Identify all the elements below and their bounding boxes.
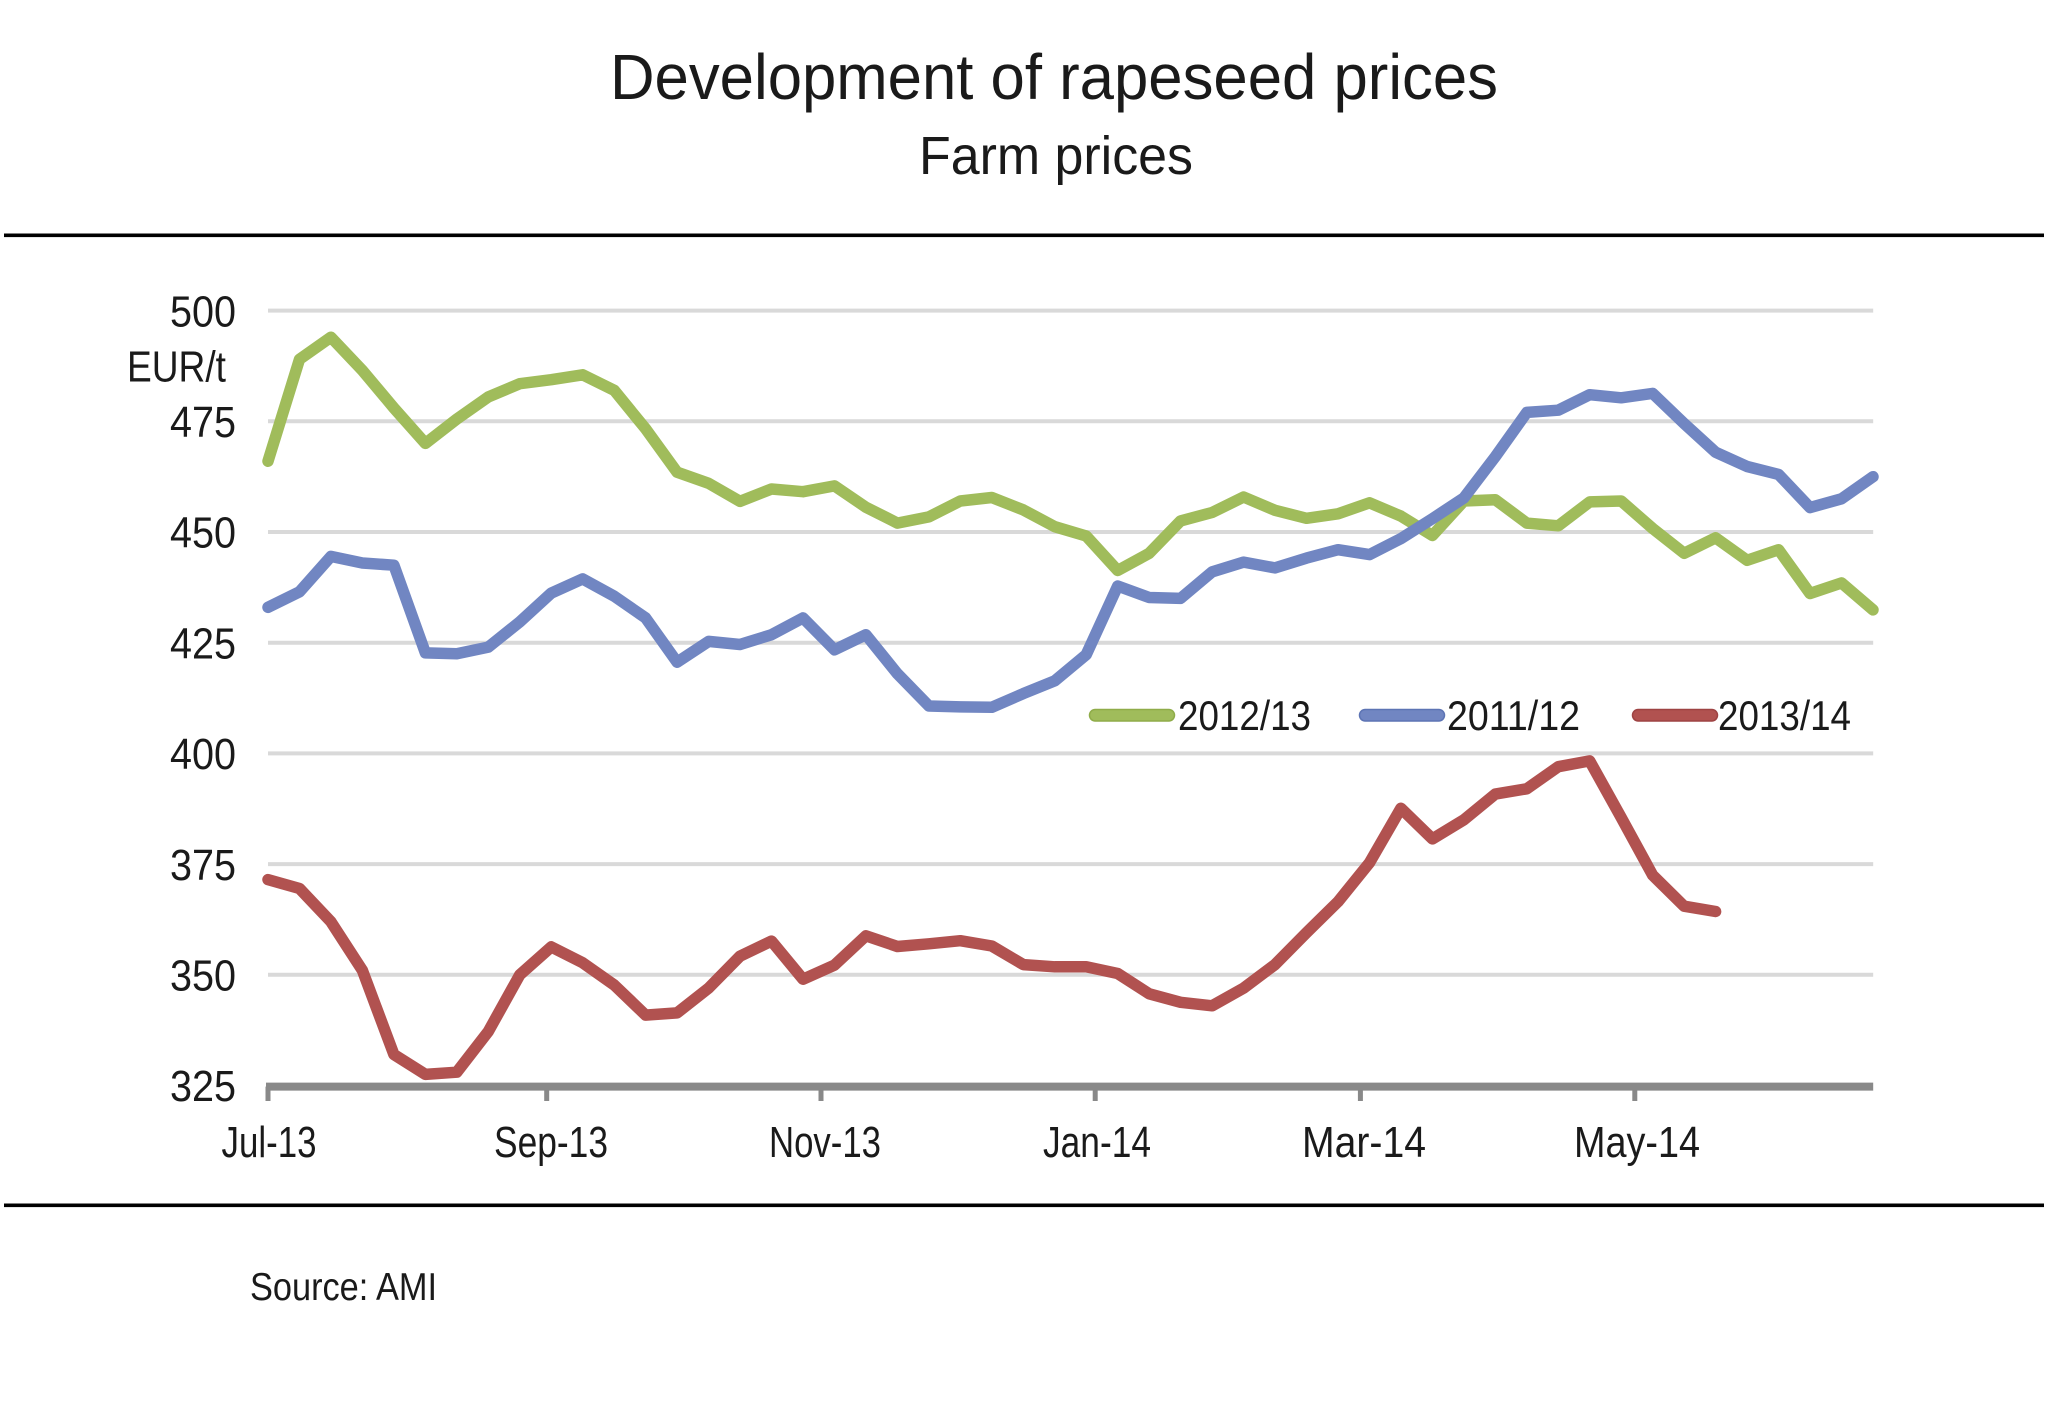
svg-text:375: 375 xyxy=(170,841,236,890)
svg-text:Jan-14: Jan-14 xyxy=(1043,1118,1151,1167)
svg-text:EUR/t: EUR/t xyxy=(127,343,226,392)
svg-text:2012/13: 2012/13 xyxy=(1178,692,1311,739)
svg-text:Development of rapeseed prices: Development of rapeseed prices xyxy=(610,41,1498,113)
svg-text:475: 475 xyxy=(170,398,236,447)
svg-text:Nov-13: Nov-13 xyxy=(769,1118,881,1167)
svg-text:Jul-13: Jul-13 xyxy=(222,1118,317,1167)
svg-text:400: 400 xyxy=(170,730,236,779)
svg-text:Source: AMI: Source: AMI xyxy=(250,1266,437,1309)
svg-text:Mar-14: Mar-14 xyxy=(1302,1118,1426,1167)
svg-text:2013/14: 2013/14 xyxy=(1718,692,1851,739)
svg-text:450: 450 xyxy=(170,509,236,558)
svg-text:325: 325 xyxy=(170,1062,236,1111)
svg-text:500: 500 xyxy=(170,287,236,336)
svg-text:May-14: May-14 xyxy=(1574,1118,1700,1167)
svg-text:350: 350 xyxy=(170,952,236,1001)
svg-text:425: 425 xyxy=(170,619,236,668)
svg-text:Sep-13: Sep-13 xyxy=(494,1118,608,1167)
svg-text:2011/12: 2011/12 xyxy=(1447,692,1580,739)
svg-text:Farm prices: Farm prices xyxy=(919,126,1193,186)
